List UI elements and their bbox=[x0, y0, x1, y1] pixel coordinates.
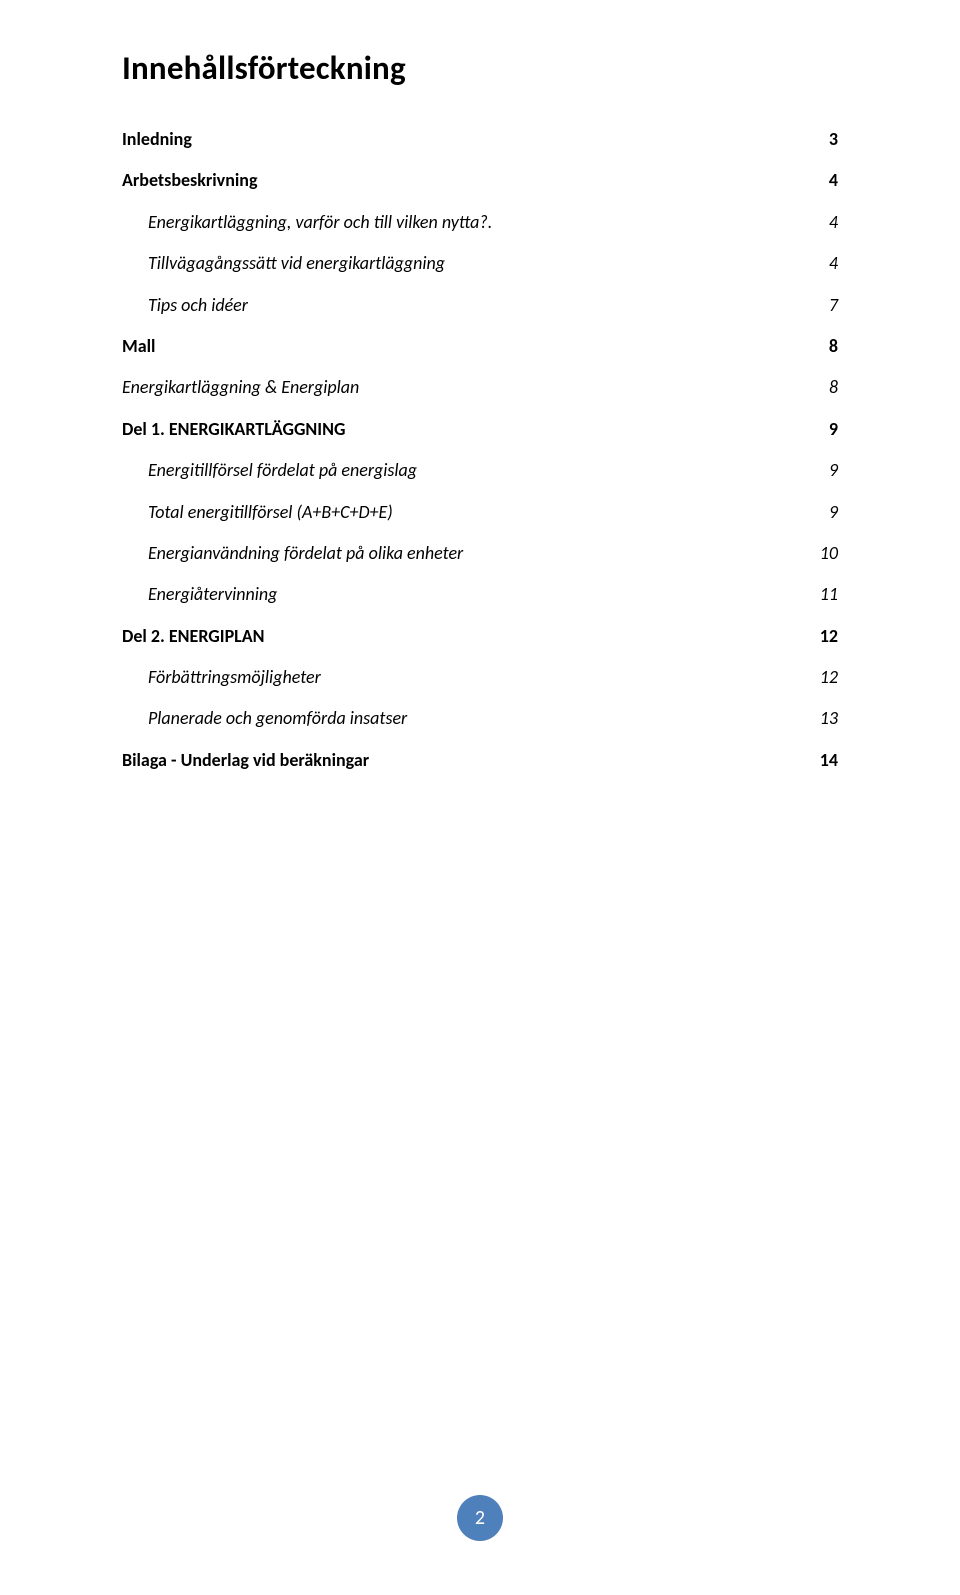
toc-row: Inledning 3 bbox=[122, 128, 838, 151]
toc-page-number: 14 bbox=[820, 749, 838, 772]
toc-row: Energiåtervinning 11 bbox=[122, 583, 838, 606]
toc-row: Planerade och genomförda insatser 13 bbox=[122, 707, 838, 730]
toc-row: Arbetsbeskrivning 4 bbox=[122, 169, 838, 192]
toc-label: Energianvändning fördelat på olika enhet… bbox=[148, 542, 463, 565]
toc-page-number: 11 bbox=[820, 583, 838, 606]
toc-row: Total energitillförsel (A+B+C+D+E) 9 bbox=[122, 501, 838, 524]
toc-row: Energitillförsel fördelat på energislag 9 bbox=[122, 459, 838, 482]
toc-page-number: 13 bbox=[820, 707, 838, 730]
toc-row: Tillvägagångssätt vid energikartläggning… bbox=[122, 252, 838, 275]
toc-row: Tips och idéer 7 bbox=[122, 294, 838, 317]
toc-label: Arbetsbeskrivning bbox=[122, 169, 257, 192]
toc-row: Del 2. ENERGIPLAN 12 bbox=[122, 625, 838, 648]
toc-row: Mall 8 bbox=[122, 335, 838, 358]
toc-label: Energikartläggning, varför och till vilk… bbox=[148, 211, 492, 234]
toc-page-number: 9 bbox=[829, 459, 838, 482]
toc-label: Mall bbox=[122, 335, 155, 358]
toc-label: Total energitillförsel (A+B+C+D+E) bbox=[148, 501, 393, 524]
toc-row: Del 1. ENERGIKARTLÄGGNING 9 bbox=[122, 418, 838, 441]
toc-label: Energitillförsel fördelat på energislag bbox=[148, 459, 417, 482]
toc-page-number: 8 bbox=[829, 376, 838, 399]
toc-page-number: 10 bbox=[820, 542, 838, 565]
toc-page-number: 7 bbox=[829, 294, 838, 317]
page-number: 2 bbox=[475, 1506, 485, 1530]
toc-row: Energikartläggning, varför och till vilk… bbox=[122, 211, 838, 234]
toc-page-number: 12 bbox=[820, 666, 838, 689]
toc-page-number: 3 bbox=[829, 128, 838, 151]
toc-row: Energianvändning fördelat på olika enhet… bbox=[122, 542, 838, 565]
toc-page-number: 8 bbox=[829, 335, 838, 358]
toc-label: Energiåtervinning bbox=[148, 583, 277, 606]
toc-label: Tips och idéer bbox=[148, 294, 248, 317]
toc-list: Inledning 3 Arbetsbeskrivning 4 Energikartlä… bbox=[122, 128, 838, 772]
page-number-badge: 2 bbox=[457, 1495, 503, 1541]
toc-label: Del 2. ENERGIPLAN bbox=[122, 625, 265, 648]
document-page: Innehållsförteckning Inledning 3 Arbetsbes… bbox=[0, 0, 960, 1595]
toc-page-number: 9 bbox=[829, 501, 838, 524]
toc-page-number: 9 bbox=[829, 418, 838, 441]
toc-page-number: 4 bbox=[829, 169, 838, 192]
toc-label: Planerade och genomförda insatser bbox=[148, 707, 407, 730]
toc-page-number: 4 bbox=[829, 211, 838, 234]
toc-row: Förbättringsmöjligheter 12 bbox=[122, 666, 838, 689]
toc-title: Innehållsförteckning bbox=[122, 48, 838, 88]
toc-label: Energikartläggning & Energiplan bbox=[122, 376, 359, 399]
toc-row: Bilaga - Underlag vid beräkningar 14 bbox=[122, 749, 838, 772]
toc-page-number: 12 bbox=[820, 625, 838, 648]
toc-label: Del 1. ENERGIKARTLÄGGNING bbox=[122, 418, 345, 441]
toc-row: Energikartläggning & Energiplan 8 bbox=[122, 376, 838, 399]
toc-label: Inledning bbox=[122, 128, 192, 151]
toc-label: Tillvägagångssätt vid energikartläggning bbox=[148, 252, 445, 275]
toc-page-number: 4 bbox=[829, 252, 838, 275]
toc-label: Förbättringsmöjligheter bbox=[148, 666, 321, 689]
toc-label: Bilaga - Underlag vid beräkningar bbox=[122, 749, 369, 772]
